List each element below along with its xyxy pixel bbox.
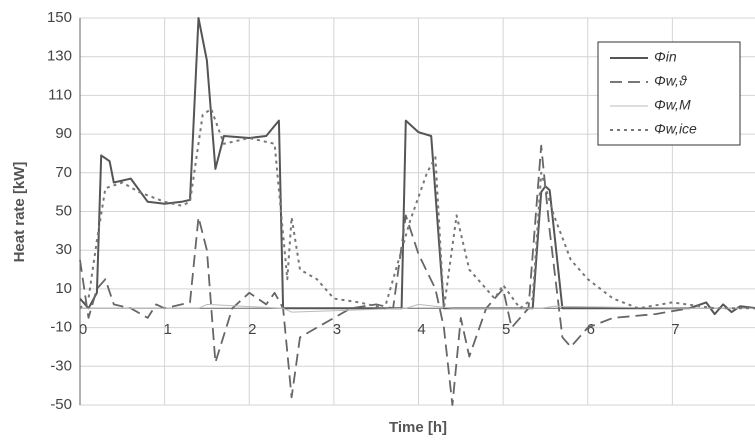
y-tick-label: -30 (50, 357, 72, 374)
y-tick-label: 50 (55, 202, 72, 219)
y-tick-label: 110 (48, 86, 72, 103)
y-tick-label: 150 (47, 9, 72, 26)
y-tick-label: 90 (55, 125, 72, 142)
y-axis-title: Heat rate [kW] (11, 162, 28, 263)
y-tick-label: -10 (50, 319, 72, 336)
y-tick-label: -50 (50, 396, 72, 413)
chart: Heat rate [kW] Time [h] -50 -30 -10 10 30 50 7… (0, 0, 755, 441)
x-tick-label: 2 (248, 321, 256, 338)
legend: Φin Φw,ϑ Φw,M Φw,ice (598, 42, 740, 145)
x-tick-label: 1 (163, 321, 171, 338)
y-tick-label: 70 (55, 164, 72, 181)
legend-label: Φw,M (654, 97, 691, 113)
page: {"chart_data": { "type": "line", "x_labe… (0, 0, 755, 441)
x-tick-label: 4 (417, 321, 425, 338)
y-tick-label: 30 (55, 241, 72, 258)
legend-label: Φw,ϑ (654, 73, 688, 89)
x-tick-label: 3 (333, 321, 341, 338)
y-tick-label: 10 (55, 280, 72, 297)
y-tick-label: 130 (47, 48, 72, 65)
legend-label: Φin (654, 49, 677, 65)
x-tick-label: 7 (671, 321, 679, 338)
legend-label: Φw,ice (654, 121, 697, 137)
x-axis-title: Time [h] (389, 419, 447, 436)
x-tick-label: 6 (587, 321, 595, 338)
x-tick-label: 5 (502, 321, 510, 338)
